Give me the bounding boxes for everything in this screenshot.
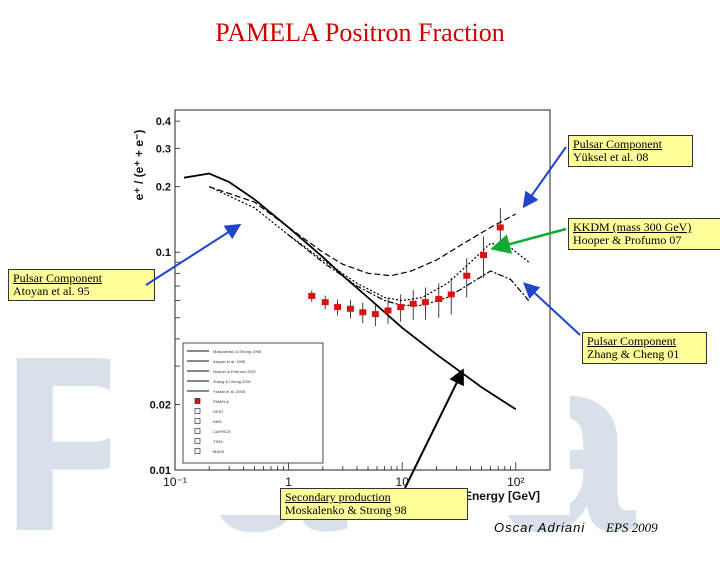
legend-entry: CAPRICE [213,429,231,434]
callout-secondary-line2: Moskalenko & Strong 98 [285,503,407,517]
pamela-point [334,304,342,311]
legend-marker-sample [194,438,201,444]
legend-entry: AMS [213,419,222,424]
y-tick-label: 0.3 [156,143,171,155]
legend-marker-sample [194,448,201,454]
pamela-point [397,304,405,311]
callout-pulsar-zhang: Pulsar Component Zhang & Cheng 01 [582,332,707,364]
legend-entry: Zhang & Cheng 2001 [213,379,252,384]
pamela-point [308,292,316,299]
callout-pulsar-atoyan-line2: Atoyan et al. 95 [13,284,90,298]
callout-kkdm: KKDM (mass 300 GeV) Hooper & Profumo 07 [568,218,720,250]
secondary-production-curve [183,172,517,411]
y-axis-label: e⁺ / (e⁺ + e⁻) [132,130,146,201]
pamela-point [321,299,329,306]
pamela-point [435,295,443,302]
legend-marker-sample [194,428,201,434]
legend-marker-sample [194,398,201,404]
legend-entry: TS93 [213,439,223,444]
pamela-point [463,272,471,279]
positron-fraction-chart: 10⁻¹ 1 10 10² 0.4 0.3 0.2 0.1 0.02 0.01 Energy [Ge… [110,95,570,515]
callout-pulsar-zhang-line1: Pulsar Component [587,334,676,348]
callout-pulsar-yuksel: Pulsar Component Yüksel et al. 08 [568,135,693,167]
legend-entry: Atoyan et al. 1995 [213,359,246,364]
pamela-point [384,307,392,314]
pamela-point [409,300,417,307]
legend-marker-sample [194,418,201,424]
pulsar-atoyan-curve [209,186,517,277]
callout-secondary-line1: Secondary production [285,490,391,504]
pamela-point [496,224,504,231]
y-tick-label: 0.4 [156,116,172,128]
callout-pulsar-yuksel-line1: Pulsar Component [573,137,662,151]
y-tick-label: 0.02 [150,399,171,411]
legend-entry: Moskalenko & Strong 1998 [213,349,262,354]
x-tick-label: 1 [285,475,292,489]
legend-marker-sample [194,408,201,414]
callout-kkdm-line1: KKDM (mass 300 GeV) [573,220,692,234]
legend-entry: Yüksel et al. 2008 [213,389,246,394]
footer-author: Oscar Adriani [494,520,586,535]
legend-entry: PAMELA [213,399,229,404]
x-tick-label: 10² [507,475,524,489]
callout-pulsar-yuksel-line2: Yüksel et al. 08 [573,150,649,164]
y-tick-label: 0.2 [156,182,171,194]
x-axis-label: Energy [GeV] [464,489,540,503]
pamela-point [447,291,455,298]
pamela-point [421,299,429,306]
legend-entry: MASS [213,449,225,454]
footer-event: EPS 2009 [606,520,658,535]
callout-pulsar-zhang-line2: Zhang & Cheng 01 [587,347,680,361]
y-tick-label: 0.01 [150,465,171,477]
y-tick-label: 0.1 [156,247,171,259]
callout-kkdm-line2: Hooper & Profumo 07 [573,233,682,247]
legend-box [182,342,324,464]
slide-title: PAMELA Positron Fraction [215,18,505,47]
callout-pulsar-atoyan-line1: Pulsar Component [13,271,102,285]
pamela-point [359,309,367,316]
x-tick-label: 10⁻¹ [163,475,187,489]
pamela-point [371,311,379,318]
callout-pulsar-atoyan: Pulsar Component Atoyan et al. 95 [8,269,155,301]
legend-entry: Hooper & Profumo 2007 [213,369,257,374]
pamela-point [480,252,488,259]
pamela-point [346,305,354,312]
callout-secondary-production: Secondary production Moskalenko & Strong… [280,488,468,520]
legend-entry: HEAT [213,409,224,414]
x-tick-label: 10 [396,475,410,489]
